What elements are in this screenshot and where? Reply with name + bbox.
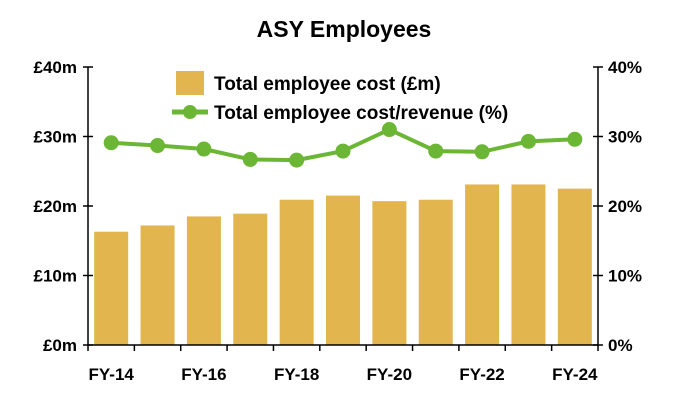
point-fy-14 (103, 135, 119, 151)
bar-fy-18 (279, 199, 314, 345)
x-axis-ticks: FY-14 FY-16 FY-18 FY-20 FY-22 FY-24 (87, 345, 599, 384)
legend-label-cost-revenue: Total employee cost/revenue (%) (214, 103, 508, 124)
right-tick-label: 20% (608, 197, 642, 216)
bar-series (94, 184, 592, 345)
point-fy-15 (150, 138, 166, 154)
point-fy-21 (428, 143, 444, 159)
bar-fy-15 (140, 225, 175, 345)
right-axis-ticks: 0% 10% 20% 30% 40% (593, 58, 642, 355)
left-tick-label: £20m (34, 197, 77, 216)
left-tick-label: £10m (34, 267, 77, 286)
left-tick-label: £30m (34, 128, 77, 147)
point-fy-16 (196, 141, 212, 157)
right-tick-label: 40% (608, 58, 642, 77)
x-tick-label: FY-14 (89, 365, 135, 384)
right-tick-label: 10% (608, 267, 642, 286)
x-tick-label: FY-20 (367, 365, 412, 384)
legend: Total employee cost (£m) Total employee … (172, 71, 508, 124)
point-fy-17 (242, 151, 258, 167)
point-fy-19 (335, 143, 351, 159)
left-axis-ticks: £0m £10m £20m £30m £40m (34, 58, 93, 355)
bar-fy-14 (94, 231, 129, 345)
right-tick-label: 30% (608, 128, 642, 147)
right-tick-label: 0% (608, 336, 633, 355)
x-tick-label: FY-16 (181, 365, 226, 384)
legend-marker-cost-revenue (183, 105, 197, 119)
bar-fy-19 (326, 195, 360, 345)
point-fy-24 (567, 131, 583, 147)
point-fy-23 (520, 133, 536, 149)
bar-fy-17 (233, 213, 268, 345)
bar-fy-22 (465, 184, 500, 345)
bar-fy-20 (372, 201, 407, 345)
point-fy-22 (474, 144, 490, 160)
left-tick-label: £40m (34, 58, 77, 77)
point-fy-18 (289, 152, 305, 168)
left-tick-label: £0m (43, 336, 77, 355)
point-fy-20 (381, 122, 397, 138)
line-series (103, 122, 583, 168)
bar-fy-21 (418, 199, 453, 345)
x-tick-label: FY-24 (552, 365, 598, 384)
legend-label-employee-cost: Total employee cost (£m) (214, 74, 441, 95)
x-tick-label: FY-18 (274, 365, 319, 384)
chart-title: ASY Employees (257, 16, 432, 42)
bar-fy-24 (557, 188, 592, 345)
legend-swatch-employee-cost (176, 71, 204, 95)
x-tick-label: FY-22 (459, 365, 504, 384)
bar-fy-16 (186, 216, 221, 345)
bar-fy-23 (511, 184, 546, 345)
